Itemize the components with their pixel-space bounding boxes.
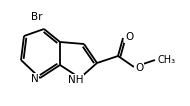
Text: O: O — [125, 32, 133, 42]
Text: CH₃: CH₃ — [157, 55, 175, 65]
Text: N: N — [31, 74, 39, 84]
Text: O: O — [135, 63, 143, 73]
Text: NH: NH — [68, 75, 84, 85]
Text: Br: Br — [31, 12, 43, 22]
